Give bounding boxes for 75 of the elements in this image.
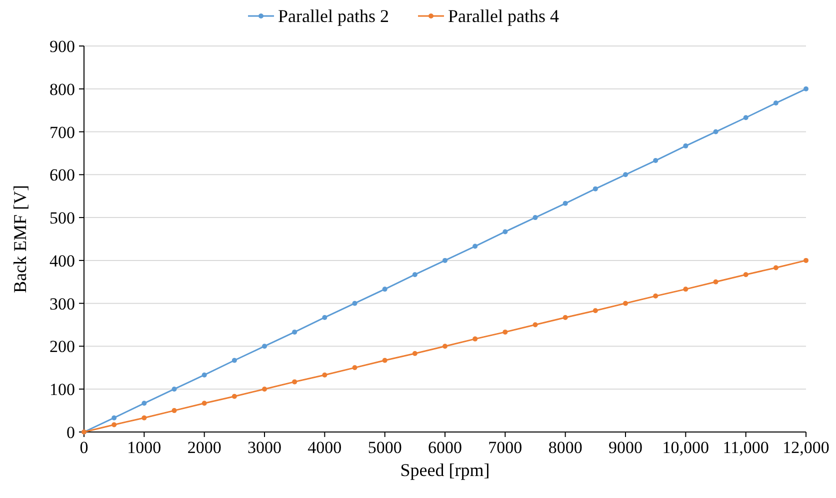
- point: [292, 379, 298, 384]
- point: [142, 400, 147, 406]
- y-tick-label: 700: [50, 122, 75, 142]
- point: [743, 115, 748, 120]
- point: [262, 344, 267, 349]
- point: [743, 272, 748, 278]
- y-tick-label: 300: [50, 294, 75, 314]
- point: [713, 129, 718, 134]
- point: [472, 336, 478, 342]
- x-tick-label: 1000: [127, 438, 162, 457]
- y-tick-label: 200: [50, 337, 75, 356]
- point: [683, 143, 688, 148]
- point: [592, 308, 598, 314]
- x-tick-label: 6000: [428, 438, 462, 457]
- point: [562, 314, 568, 320]
- y-axis-title: Back EMF [V]: [10, 185, 30, 293]
- point: [683, 286, 688, 292]
- point: [562, 200, 568, 206]
- point: [322, 372, 328, 378]
- point: [502, 330, 508, 335]
- point: [292, 330, 298, 335]
- x-tick-label: 4000: [308, 438, 342, 457]
- point: [532, 215, 538, 220]
- point: [653, 294, 658, 299]
- x-tick-label: 8000: [548, 438, 582, 457]
- point: [773, 265, 778, 270]
- x-tick-label: 0: [80, 438, 88, 457]
- legend-label: Parallel paths 4: [448, 6, 559, 26]
- y-tick-label: 400: [50, 251, 75, 270]
- x-tick-label: 5000: [368, 438, 402, 457]
- x-axis-title: Speed [rpm]: [400, 460, 490, 480]
- point: [502, 229, 508, 234]
- point: [232, 358, 237, 363]
- point: [262, 386, 267, 392]
- y-tick-label: 800: [50, 80, 75, 99]
- point: [804, 86, 808, 92]
- point: [623, 300, 628, 306]
- point: [172, 408, 177, 414]
- x-tick-label: 10,000: [662, 438, 710, 457]
- y-tick-label: 900: [50, 37, 75, 56]
- point: [653, 158, 658, 164]
- point: [804, 258, 808, 263]
- point: [112, 415, 117, 420]
- y-tick-label: 100: [50, 380, 75, 400]
- point: [773, 100, 778, 106]
- point: [442, 258, 448, 263]
- point: [352, 300, 358, 306]
- point: [382, 358, 388, 363]
- point: [472, 244, 478, 249]
- point: [202, 400, 207, 406]
- point: [322, 314, 328, 320]
- point: [112, 422, 117, 428]
- point: [172, 386, 177, 392]
- x-tick-label: 2000: [187, 438, 222, 457]
- x-tick-label: 3000: [248, 438, 282, 457]
- point: [592, 186, 598, 192]
- x-tick-label: 9000: [608, 438, 642, 457]
- point: [382, 286, 388, 292]
- point: [142, 415, 147, 420]
- point: [352, 365, 358, 370]
- y-tick-label: 0: [66, 423, 75, 442]
- legend-label: Parallel paths 2: [278, 6, 389, 26]
- point: [202, 372, 207, 378]
- point: [532, 322, 538, 328]
- point: [623, 172, 628, 178]
- point: [412, 351, 418, 356]
- x-tick-label: 11,000: [722, 438, 769, 457]
- point: [713, 279, 718, 284]
- x-tick-label: 12,000: [782, 438, 830, 457]
- y-tick-label: 500: [50, 208, 75, 228]
- x-tick-label: 7000: [488, 438, 522, 457]
- point: [442, 344, 448, 349]
- y-tick-label: 600: [50, 166, 75, 185]
- point: [232, 394, 237, 399]
- point: [412, 272, 418, 278]
